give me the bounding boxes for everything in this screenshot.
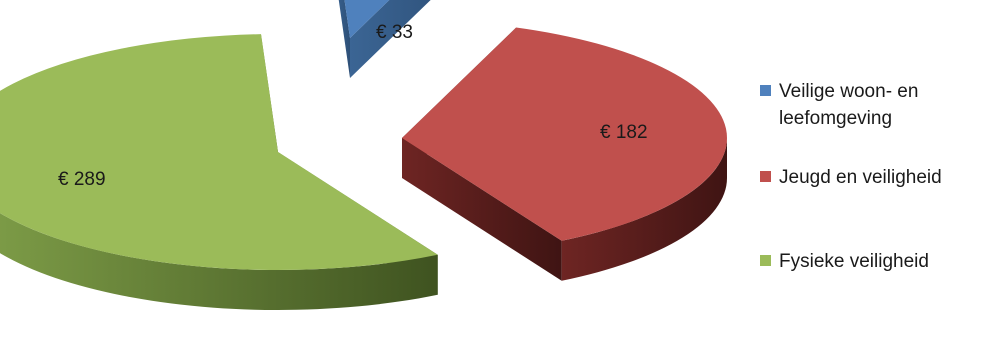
legend-item: Jeugd en veiligheid (760, 164, 989, 191)
pie-data-label: € 182 (600, 122, 648, 143)
pie-slice-wall (350, 0, 431, 78)
legend-label: Jeugd en veiligheid (779, 167, 942, 188)
pie-slice (0, 34, 438, 270)
pie-slice-side (0, 213, 438, 310)
pie-slice (402, 27, 728, 241)
pie-slice (344, 0, 390, 38)
legend-swatch (760, 85, 771, 96)
legend-item: Fysieke veiligheid (760, 248, 989, 275)
legend-label: Veilige woon- en leefomgeving (779, 81, 919, 129)
pie-data-label: € 33 (376, 22, 413, 43)
legend-item: Veilige woon- en leefomgeving (760, 78, 989, 132)
legend-label: Fysieke veiligheid (779, 251, 929, 272)
pie-slice-wall (338, 0, 350, 78)
pie-data-label: € 289 (58, 169, 106, 190)
legend-swatch (760, 171, 771, 182)
legend-swatch (760, 255, 771, 266)
pie-slice-wall (402, 138, 562, 281)
pie-slice-side (561, 138, 727, 281)
